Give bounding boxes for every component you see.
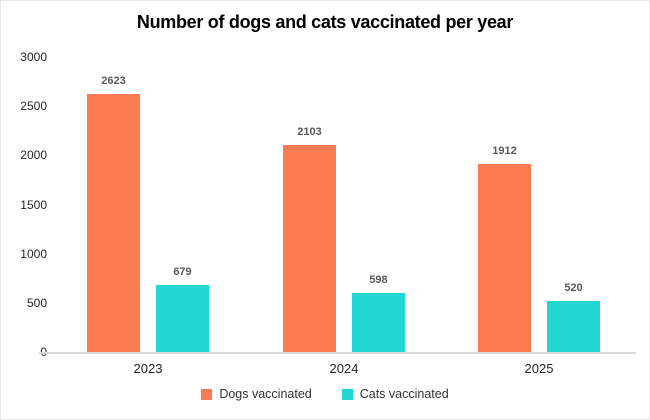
bar-dogs-vaccinated-2025 (478, 163, 531, 352)
bar-value-label: 1912 (492, 144, 517, 157)
bar-value-label: 679 (173, 266, 192, 279)
y-tick-label: 1000 (20, 246, 47, 261)
chart-title: Number of dogs and cats vaccinated per y… (136, 12, 514, 32)
y-tick-label: 1500 (20, 197, 47, 212)
x-axis-line (39, 352, 636, 354)
x-tick-label-2023: 2023 (133, 361, 163, 376)
legend-label: Dogs vaccinated (219, 387, 312, 401)
bar-value-label: 2623 (101, 75, 126, 88)
bar-cats-vaccinated-2023 (156, 285, 209, 352)
bar-cats-vaccinated-2025 (547, 300, 600, 352)
y-tick-label: 500 (26, 295, 47, 310)
legend-swatch-icon (341, 388, 353, 400)
x-tick-label-2024: 2024 (329, 361, 359, 376)
legend: Dogs vaccinated Cats vaccinated (1, 387, 649, 401)
y-tick-label: 2500 (20, 99, 47, 114)
legend-item-dogs-vaccinated: Dogs vaccinated (201, 387, 312, 401)
bar-cats-vaccinated-2024 (352, 293, 405, 352)
bar-dogs-vaccinated-2024 (283, 145, 336, 352)
y-tick-label: 3000 (20, 50, 47, 64)
bar-value-label: 2103 (297, 126, 322, 139)
bar-value-label: 520 (564, 281, 583, 294)
bar-dogs-vaccinated-2023 (87, 94, 140, 352)
legend-swatch-icon (201, 388, 213, 400)
y-tick-label: 2000 (20, 148, 47, 163)
legend-item-cats-vaccinated: Cats vaccinated (341, 387, 449, 401)
bar-value-label: 598 (369, 274, 388, 287)
legend-label: Cats vaccinated (359, 387, 449, 401)
x-tick-label-2025: 2025 (524, 361, 554, 376)
